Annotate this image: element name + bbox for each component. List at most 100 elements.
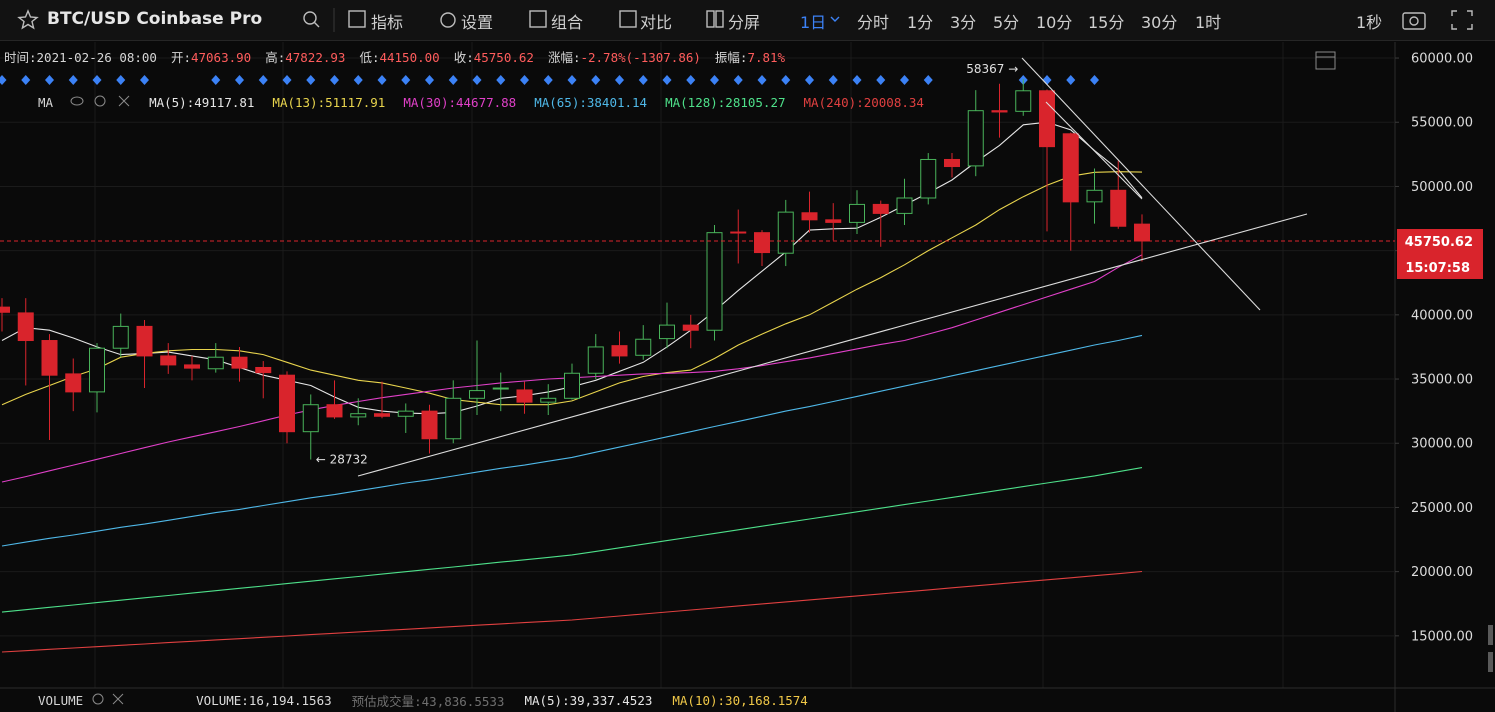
close-icon[interactable] [112,693,124,704]
info-key: 收: [453,49,474,65]
tool-icon[interactable] [619,10,637,28]
candle-body [89,347,105,393]
candle-body [17,312,34,342]
info-entry: 振幅:7.81% [715,47,785,66]
candle-body [0,306,10,313]
eye-icon[interactable] [70,96,84,105]
tool-button[interactable]: 指标 [371,13,404,32]
interval-seconds[interactable]: 1秒 [1356,13,1383,32]
signal-marker [306,75,316,85]
signal-marker [638,75,648,85]
info-key: 开: [170,49,191,65]
signal-marker [68,75,78,85]
candle-body [112,325,129,349]
signal-marker [828,75,838,85]
candle-body [160,355,177,366]
info-bar: 时间:2021-02-26 08:00 开:47063.90 高:47822.93 低… [4,46,799,66]
candle-body [136,325,153,357]
y-tick-label: 15000.00 [1411,629,1473,644]
handle [1488,625,1493,645]
interval-button[interactable]: 1日 [800,13,827,32]
signal-marker [377,75,387,85]
signal-marker [876,75,886,85]
signal-marker [923,75,933,85]
volume-icons [91,692,196,709]
tool-icon[interactable] [715,10,724,28]
camera-icon[interactable] [1409,16,1419,26]
star-icon[interactable] [17,9,39,30]
settings-icon[interactable] [92,693,104,704]
icon[interactable] [1315,51,1336,70]
candle-body [231,356,248,369]
signal-marker [520,75,529,85]
tool-icon[interactable] [529,10,547,28]
close-icon[interactable] [118,95,130,106]
candle-body [326,404,343,418]
info-value: -2.78%(-1307.86) [580,49,701,65]
signal-marker [757,75,767,85]
signal-marker [1066,75,1076,85]
interval-button[interactable]: 5分 [993,13,1020,32]
tool-button[interactable]: 对比 [640,13,673,32]
volume-entry: MA(10):30,168.1574 [672,692,808,708]
fullscreen-icon[interactable] [1451,10,1457,16]
fullscreen-icon[interactable] [1467,24,1473,30]
settings-icon[interactable] [94,95,106,106]
fullscreen-icon[interactable] [1451,24,1457,30]
trend-line [1045,101,1143,200]
interval-button[interactable]: 15分 [1088,13,1125,32]
signal-marker [900,75,909,85]
tool-icon[interactable] [348,10,366,28]
volume-icons[interactable] [91,692,131,706]
info-entry: 低:44150.00 [359,47,439,66]
calendar-icon[interactable] [1315,51,1336,70]
y-tick-label: 30000.00 [1411,437,1473,452]
y-tick-label: 20000.00 [1411,565,1473,580]
interval-button[interactable]: 30分 [1141,13,1178,32]
info-key: 高: [265,49,286,65]
last-price-label: 45750.62 [1405,235,1473,250]
search-icon[interactable] [303,11,317,25]
candle-body [872,203,889,214]
legend-entry: MA(240):20008.34 [803,94,924,110]
ma-line [1,171,1143,406]
side-handle [1488,625,1493,672]
candle-body [564,372,580,399]
interval-button[interactable]: 分时 [857,13,890,32]
interval-button[interactable]: 10分 [1036,13,1073,32]
candle-body [849,203,865,223]
tool-button[interactable]: 组合 [551,13,584,32]
signal-marker [92,75,102,85]
dropdown-icon[interactable] [830,16,840,22]
search-icon[interactable] [314,22,320,28]
candle-body [1039,90,1055,148]
interval-button[interactable]: 1分 [907,13,934,32]
info-key: 低: [359,49,380,65]
tool-button[interactable]: 设置 [461,13,494,32]
candle-body [1062,133,1079,203]
tool-icon[interactable] [706,10,715,28]
signal-marker [543,75,553,85]
volume-entry: VOLUME:16,194.1563 [196,692,332,708]
fullscreen-icon[interactable] [1467,10,1473,16]
symbol[interactable]: BTC/USD Coinbase Pro [47,9,263,29]
y-tick-label: 60000.00 [1411,52,1473,67]
candle-body [991,110,1008,113]
interval-button[interactable]: 3分 [950,13,977,32]
candle-body [587,346,604,374]
annotation: 58367 → [966,62,1018,76]
tool-icon[interactable] [440,12,456,28]
signal-marker [140,75,149,85]
tool-button[interactable]: 分屏 [728,13,761,32]
camera-icon[interactable] [1402,12,1426,30]
legend-title: MA [38,94,54,110]
legend-icons[interactable] [69,94,139,108]
info-value: 7.81% [747,49,786,65]
interval-button[interactable]: 1时 [1195,13,1222,32]
candle-body [659,324,675,340]
legend-entry: MA(30):44677.88 [403,94,517,110]
signal-marker [0,75,7,85]
y-tick-label: 25000.00 [1411,501,1473,516]
info-key: 涨幅: [547,49,581,65]
